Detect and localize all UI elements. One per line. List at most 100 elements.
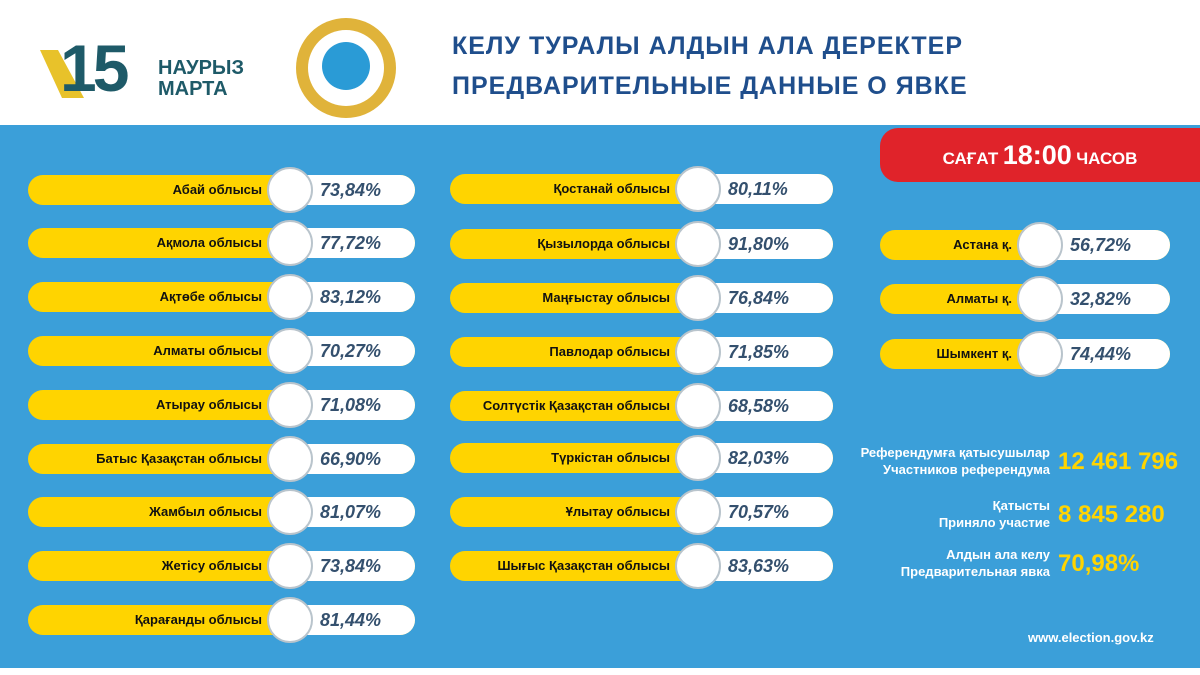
- stat-label-kz: Қатысты: [992, 498, 1050, 513]
- region-row: Шымкент қ. 74,44%: [880, 331, 1170, 377]
- turnout: 77,72%: [320, 233, 382, 253]
- badge-line: МАРТА: [158, 78, 228, 100]
- region-emblem: [267, 489, 313, 535]
- turnout: 74,44%: [1070, 344, 1132, 364]
- region-name: Маңғыстау облысы: [542, 290, 670, 305]
- turnout: 82,03%: [728, 448, 790, 468]
- region-emblem: [267, 167, 313, 213]
- region-emblem: [267, 274, 313, 320]
- badge-text: НАУРЫЗ МАРТА: [158, 58, 244, 100]
- stat-label-kz: Алдын ала келу: [946, 547, 1050, 562]
- region-name: Павлодар облысы: [549, 344, 670, 359]
- region-emblem: [675, 543, 721, 589]
- turnout: 73,84%: [320, 180, 382, 200]
- region-emblem: [675, 166, 721, 212]
- region-name: Абай облысы: [172, 182, 262, 197]
- stat-label-ru: Приняло участие: [938, 515, 1050, 530]
- region-row: Ақмола облысы 77,72%: [28, 220, 415, 266]
- turnout: 81,44%: [320, 610, 382, 630]
- badge-line: НАУРЫЗ: [158, 57, 245, 79]
- region-name: Алматы облысы: [153, 343, 262, 358]
- region-emblem: [267, 436, 313, 482]
- stat-label: Референдумға қатысушылар Участников рефер…: [790, 444, 1050, 478]
- stat-value: 12 461 796: [1058, 448, 1179, 475]
- region-name: Шымкент қ.: [936, 346, 1012, 361]
- region-name: Ұлытау облысы: [565, 504, 670, 519]
- region-name: Ақмола облысы: [156, 235, 262, 250]
- region-name: Астана қ.: [953, 237, 1012, 252]
- region-name: Жетісу облысы: [161, 558, 262, 573]
- region-row: Абай облысы 73,84%: [28, 167, 415, 213]
- turnout: 70,57%: [728, 502, 790, 522]
- title: КЕЛУ ТУРАЛЫ АЛДЫН АЛА ДЕРЕКТЕР: [452, 32, 964, 60]
- region-emblem: [267, 597, 313, 643]
- stat-label: Қатысты Приняло участие: [790, 497, 1050, 531]
- region-name: Алматы қ.: [946, 291, 1012, 306]
- logo-mark: [40, 50, 84, 98]
- region-name: Солтүстік Қазақстан облысы: [482, 398, 670, 413]
- region-emblem: [1017, 276, 1063, 322]
- region-row: Жамбыл облысы 81,07%: [28, 489, 415, 535]
- turnout: 91,80%: [728, 234, 790, 254]
- region-row: Қарағанды облысы 81,44%: [28, 597, 415, 643]
- region-emblem: [675, 329, 721, 375]
- region-row: Павлодар облысы 71,85%: [450, 329, 833, 375]
- turnout: 71,08%: [320, 395, 382, 415]
- stat-value: 70,98%: [1058, 550, 1140, 577]
- turnout: 76,84%: [728, 288, 790, 308]
- turnout: 81,07%: [320, 502, 382, 522]
- time-text: САҒАТ: [942, 149, 999, 168]
- region-emblem: [675, 489, 721, 535]
- region-name: Ақтөбе облысы: [159, 289, 262, 304]
- region-emblem: [267, 543, 313, 589]
- region-row: Алматы облысы 70,27%: [28, 328, 415, 374]
- region-emblem: [267, 220, 313, 266]
- turnout: 73,84%: [320, 556, 382, 576]
- region-emblem: [675, 221, 721, 267]
- stat-value: 8 845 280: [1058, 501, 1165, 528]
- badge-number: 15: [60, 31, 129, 105]
- region-row: Солтүстік Қазақстан облысы 68,58%: [450, 383, 833, 429]
- region-row: Ұлытау облысы 70,57%: [450, 489, 833, 535]
- region-row: Түркістан облысы 82,03%: [450, 435, 833, 481]
- region-emblem: [1017, 222, 1063, 268]
- region-row: Батыс Қазақстан облысы 66,90%: [28, 436, 415, 482]
- region-emblem: [675, 383, 721, 429]
- stat-label-kz: Референдумға қатысушылар: [860, 445, 1050, 460]
- region-name: Атырау облысы: [155, 397, 262, 412]
- footer-url: www.election.gov.kz: [1028, 630, 1154, 645]
- region-emblem: [1017, 331, 1063, 377]
- time-badge: САҒАТ 18:00 ЧАСОВ: [880, 128, 1200, 182]
- turnout: 80,11%: [728, 179, 788, 199]
- region-row: Алматы қ. 32,82%: [880, 276, 1170, 322]
- turnout: 83,63%: [728, 556, 790, 576]
- region-emblem: [267, 328, 313, 374]
- turnout: 71,85%: [728, 342, 790, 362]
- turnout: 83,12%: [320, 287, 382, 307]
- region-name: Қостанай облысы: [553, 181, 670, 196]
- region-row: Маңғыстау облысы 76,84%: [450, 275, 833, 321]
- region-row: Шығыс Қазақстан облысы 83,63%: [450, 543, 833, 589]
- stat-label: Алдын ала келу Предварительная явка: [790, 546, 1050, 580]
- time-value: 18:00: [1002, 140, 1072, 170]
- region-emblem: [675, 435, 721, 481]
- stat-label-ru: Участников референдума: [883, 462, 1050, 477]
- region-name: Түркістан облысы: [551, 450, 670, 465]
- time-text: ЧАСОВ: [1076, 149, 1138, 168]
- region-name: Шығыс Қазақстан облысы: [497, 558, 670, 573]
- region-emblem: [267, 382, 313, 428]
- turnout: 56,72%: [1070, 235, 1132, 255]
- region-emblem: [675, 275, 721, 321]
- region-row: Ақтөбе облысы 83,12%: [28, 274, 415, 320]
- turnout: 70,27%: [320, 341, 382, 361]
- region-row: Атырау облысы 71,08%: [28, 382, 415, 428]
- turnout: 32,82%: [1070, 289, 1132, 309]
- region-row: Қызылорда облысы 91,80%: [450, 221, 833, 267]
- stat-label-ru: Предварительная явка: [900, 564, 1050, 579]
- region-name: Жамбыл облысы: [149, 504, 262, 519]
- region-row: Қостанай облысы 80,11%: [450, 166, 833, 212]
- turnout: 66,90%: [320, 449, 382, 469]
- region-name: Қарағанды облысы: [134, 612, 262, 627]
- seal: [296, 18, 396, 118]
